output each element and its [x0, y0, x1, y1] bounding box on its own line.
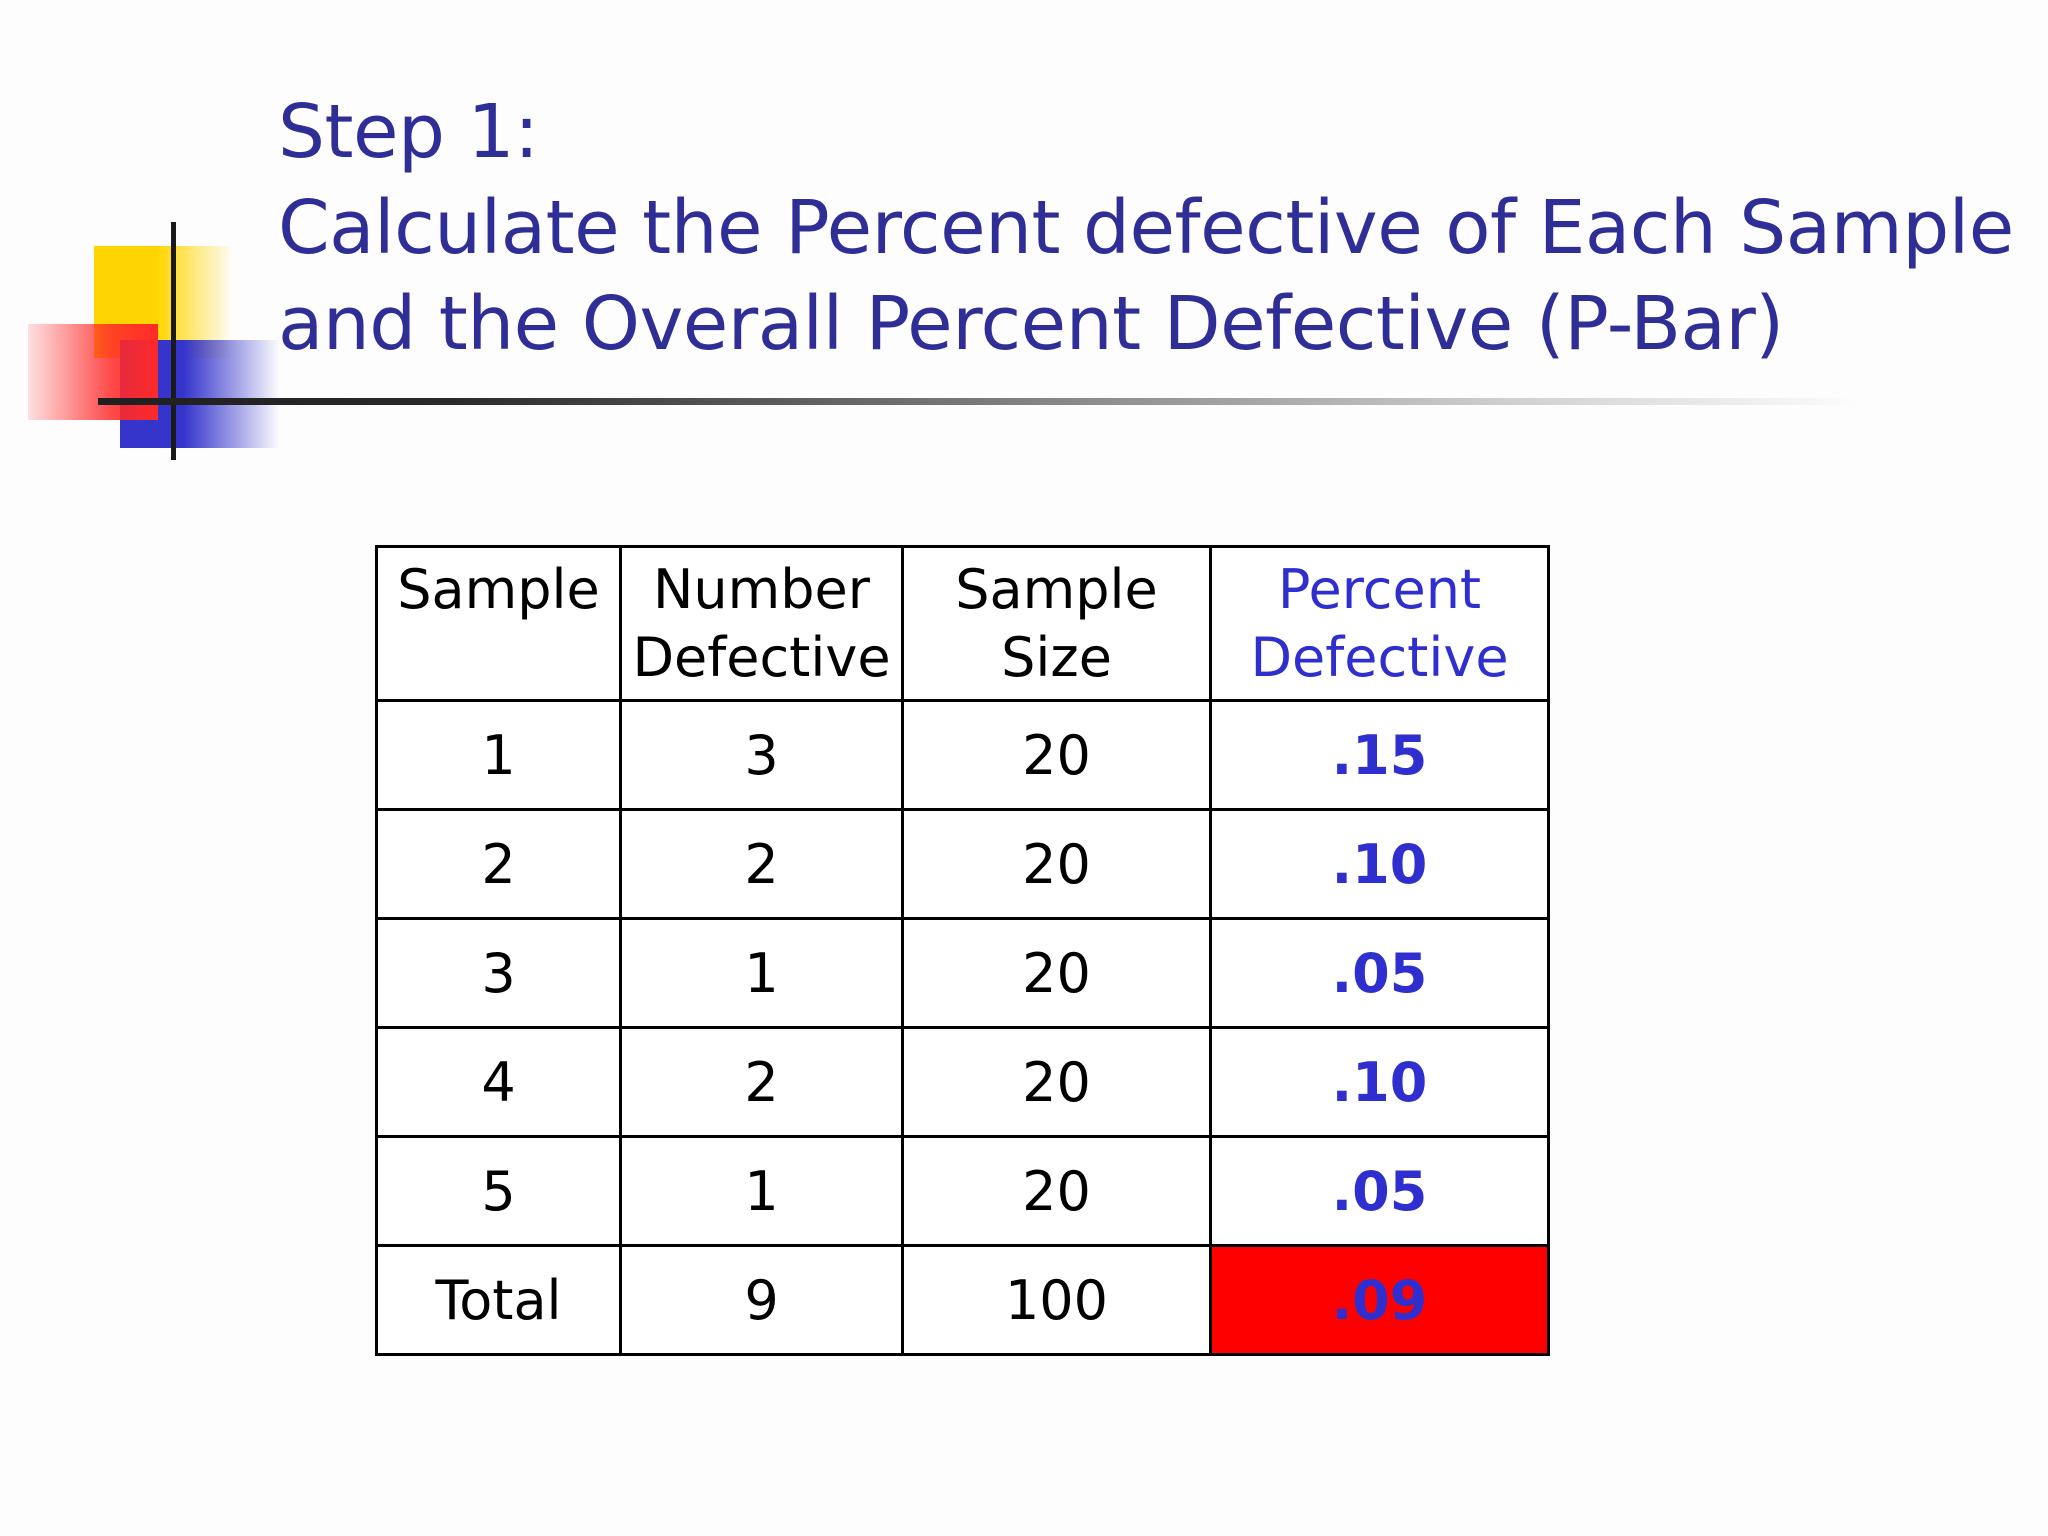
cell-number-defective: 2	[619, 808, 904, 920]
header-percent-defective: Percent Defective	[1209, 545, 1550, 702]
header-number-defective: Number Defective	[619, 545, 904, 702]
cell-percent-defective: .10	[1209, 1026, 1550, 1138]
table-row: 2 2 20 .10	[375, 808, 1550, 920]
title-line-3: and the Overall Percent Defective (P-Bar…	[278, 281, 1784, 367]
cell-sample: 5	[375, 1135, 622, 1247]
table-row: 4 2 20 .10	[375, 1026, 1550, 1138]
table-row: 3 1 20 .05	[375, 917, 1550, 1029]
cell-sample-size: 20	[901, 808, 1212, 920]
cell-number-defective: 2	[619, 1026, 904, 1138]
title-underline	[98, 398, 1858, 405]
cell-percent-defective: .05	[1209, 917, 1550, 1029]
title-line-2: Calculate the Percent defective of Each …	[278, 185, 2014, 271]
cell-percent-defective: .05	[1209, 1135, 1550, 1247]
table-header-row: Sample Number Defective Sample Size Percen…	[375, 545, 1550, 702]
cell-total-number-defective: 9	[619, 1244, 904, 1356]
cell-sample: 1	[375, 699, 622, 811]
cell-total-label: Total	[375, 1244, 622, 1356]
table-total-row: Total 9 100 .09	[375, 1244, 1550, 1356]
cell-percent-defective: .10	[1209, 808, 1550, 920]
decor-red-square	[28, 324, 158, 420]
cell-percent-defective: .15	[1209, 699, 1550, 811]
defects-table: Sample Number Defective Sample Size Percen…	[375, 545, 1550, 1356]
decor-vertical-line	[171, 222, 176, 460]
table-row: 1 3 20 .15	[375, 699, 1550, 811]
cell-sample: 2	[375, 808, 622, 920]
cell-sample-size: 20	[901, 699, 1212, 811]
cell-sample-size: 20	[901, 917, 1212, 1029]
cell-p-bar: .09	[1209, 1244, 1550, 1356]
cell-number-defective: 3	[619, 699, 904, 811]
cell-sample-size: 20	[901, 1026, 1212, 1138]
cell-total-sample-size: 100	[901, 1244, 1212, 1356]
header-sample: Sample	[375, 545, 622, 702]
cell-sample: 4	[375, 1026, 622, 1138]
cell-sample: 3	[375, 917, 622, 1029]
title-line-1: Step 1:	[278, 89, 539, 175]
cell-number-defective: 1	[619, 917, 904, 1029]
cell-number-defective: 1	[619, 1135, 904, 1247]
table-row: 5 1 20 .05	[375, 1135, 1550, 1247]
cell-sample-size: 20	[901, 1135, 1212, 1247]
slide-title: Step 1: Calculate the Percent defective …	[278, 84, 2014, 372]
header-sample-size: Sample Size	[901, 545, 1212, 702]
